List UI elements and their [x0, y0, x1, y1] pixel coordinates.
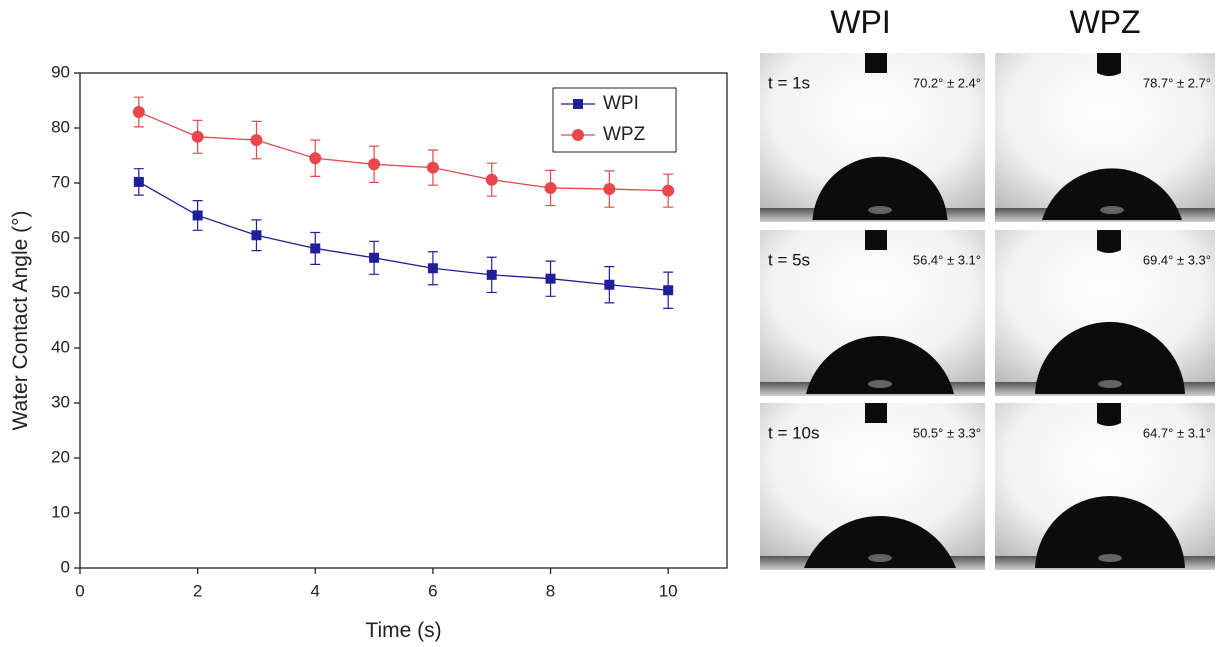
needle	[865, 403, 887, 423]
marker	[250, 134, 263, 147]
marker	[309, 152, 322, 165]
droplet	[806, 336, 954, 394]
y-tick-label: 20	[51, 447, 70, 466]
marker	[426, 161, 439, 174]
column-title: WPI	[830, 4, 890, 40]
droplet	[1035, 321, 1185, 394]
droplet-highlight	[868, 380, 892, 388]
y-tick-label: 60	[51, 227, 70, 246]
droplet-highlight	[1098, 554, 1122, 562]
angle-label: 78.7° ± 2.7°	[1143, 75, 1211, 90]
time-label: t = 5s	[768, 250, 810, 269]
needle	[1097, 53, 1121, 76]
droplet	[1042, 168, 1182, 220]
angle-label: 70.2° ± 2.4°	[913, 75, 981, 90]
droplet-highlight	[868, 554, 892, 562]
y-tick-label: 90	[51, 62, 70, 81]
x-tick-label: 10	[659, 581, 678, 600]
droplet-images: WPI WPZ 70.2° ± 2.4° 78.7° ± 2.7° t = 1s 56.4…	[760, 4, 1215, 570]
time-label: t = 1s	[768, 73, 810, 92]
marker	[369, 252, 380, 263]
angle-label: 50.5° ± 3.3°	[913, 425, 981, 440]
marker	[603, 183, 616, 196]
column-title: WPZ	[1069, 4, 1140, 40]
series-line	[138, 181, 669, 291]
legend-label: WPI	[603, 93, 639, 114]
x-tick-label: 2	[193, 581, 202, 600]
marker	[604, 279, 615, 290]
droplet	[812, 156, 948, 220]
legend-label: WPZ	[603, 124, 646, 145]
marker	[251, 230, 262, 241]
droplet-highlight	[1098, 380, 1122, 388]
y-tick-label: 50	[51, 282, 70, 301]
x-tick-label: 8	[546, 581, 555, 600]
marker	[368, 158, 381, 171]
chart: 0 10 20 30 40 50 60 70 80 90 0 2 4 6 8 10 Time (s) Water …	[9, 62, 728, 642]
x-tick-label: 6	[428, 581, 437, 600]
marker	[545, 273, 556, 284]
marker	[192, 210, 203, 221]
x-tick-label: 4	[311, 581, 320, 600]
x-axis-title: Time (s)	[365, 619, 441, 642]
marker	[486, 269, 497, 280]
y-tick-label: 30	[51, 392, 70, 411]
droplet-highlight	[1100, 206, 1124, 214]
plot-frame	[79, 72, 728, 569]
angle-label: 56.4° ± 3.1°	[913, 252, 981, 267]
droplet-highlight	[868, 206, 892, 214]
legend-box	[552, 87, 677, 153]
marker	[663, 285, 674, 296]
marker	[573, 99, 583, 109]
marker	[427, 263, 438, 274]
needle	[865, 53, 887, 73]
marker	[191, 130, 204, 143]
y-tick-label: 80	[51, 117, 70, 136]
marker	[310, 243, 321, 254]
x-tick-label: 0	[75, 581, 84, 600]
marker	[572, 129, 584, 141]
angle-label: 64.7° ± 3.1°	[1143, 425, 1211, 440]
marker	[133, 176, 144, 187]
needle	[865, 230, 887, 250]
series-line	[138, 111, 669, 192]
marker	[662, 184, 675, 197]
marker	[132, 106, 145, 119]
y-tick-label: 0	[61, 557, 70, 576]
needle	[1097, 230, 1121, 253]
needle	[1097, 403, 1121, 426]
y-axis-title: Water Contact Angle (°)	[9, 210, 32, 430]
time-label: t = 10s	[768, 423, 820, 442]
droplet	[804, 516, 956, 568]
y-tick-label: 40	[51, 337, 70, 356]
y-tick-label: 10	[51, 502, 70, 521]
marker	[485, 173, 498, 186]
y-tick-label: 70	[51, 172, 70, 191]
angle-label: 69.4° ± 3.3°	[1143, 252, 1211, 267]
marker	[544, 181, 557, 194]
droplet	[1035, 495, 1185, 568]
